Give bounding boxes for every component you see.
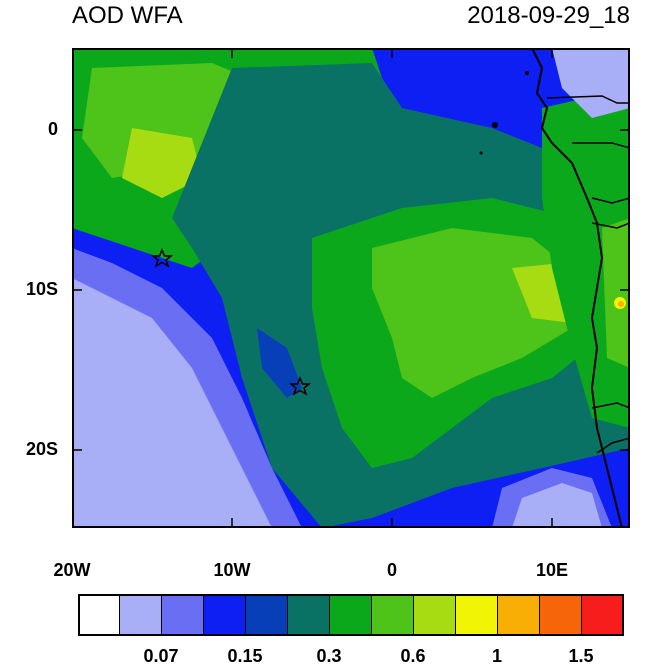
colorbar-swatch <box>372 594 414 636</box>
lat-label-10s: 10S <box>25 279 58 299</box>
lon-label-20w: 20W <box>53 560 91 580</box>
island-2 <box>479 151 483 155</box>
colorbar-swatch <box>120 594 162 636</box>
lat-label-0: 0 <box>47 119 58 139</box>
colorbar-swatch <box>330 594 372 636</box>
colorbar-swatch <box>246 594 288 636</box>
field-sw-lobe <box>257 328 302 398</box>
colorbar-swatch <box>582 594 624 636</box>
colorbar-swatch <box>78 594 120 636</box>
border-line-5 <box>591 402 630 409</box>
island-1 <box>492 122 498 128</box>
colorbar-swatch <box>288 594 330 636</box>
aod-map <box>72 48 630 528</box>
colorbar-frame <box>78 594 624 636</box>
map-title: AOD WFA <box>72 2 183 29</box>
colorbar-swatch <box>162 594 204 636</box>
colorbar-swatch <box>204 594 246 636</box>
field-west-verylow <box>72 278 272 528</box>
star-marker-south <box>288 376 312 396</box>
map-timestamp: 2018-09-29_18 <box>467 2 630 29</box>
colorbar-label-0.3: 0.3 <box>316 646 342 666</box>
lon-label-0: 0 <box>386 560 397 580</box>
field-north-yellowgreen <box>122 128 202 198</box>
border-line-1 <box>546 95 630 104</box>
colorbar-swatch <box>456 594 498 636</box>
colorbar-label-1.5: 1.5 <box>568 646 594 666</box>
colorbar-label-0.15: 0.15 <box>227 646 263 666</box>
axis-ticks <box>72 48 630 528</box>
field-land-orange <box>618 301 624 307</box>
border-line-6 <box>596 437 630 454</box>
lat-label-20s: 20S <box>25 439 58 459</box>
colorbar-label-0.07: 0.07 <box>143 646 179 666</box>
field-se-verylow <box>512 483 602 528</box>
border-line-2 <box>572 142 630 149</box>
colorbar <box>78 594 624 636</box>
colorbar-label-0.6: 0.6 <box>400 646 426 666</box>
island-3 <box>525 71 529 75</box>
colorbar-swatch <box>414 594 456 636</box>
border-line-3 <box>591 197 630 204</box>
field-ne-blue <box>372 48 572 108</box>
colorbar-label-1: 1 <box>491 646 502 666</box>
aod-map-canvas <box>72 48 630 528</box>
colorbar-swatch <box>540 594 582 636</box>
colorbar-swatch <box>498 594 540 636</box>
lon-label-10e: 10E <box>535 560 569 580</box>
map-border <box>72 48 630 528</box>
border-line-4 <box>591 222 630 229</box>
lon-label-10w: 10W <box>213 560 251 580</box>
field-land-lightgreen <box>602 218 630 368</box>
star-marker-north <box>150 248 174 268</box>
coastline <box>531 48 623 528</box>
